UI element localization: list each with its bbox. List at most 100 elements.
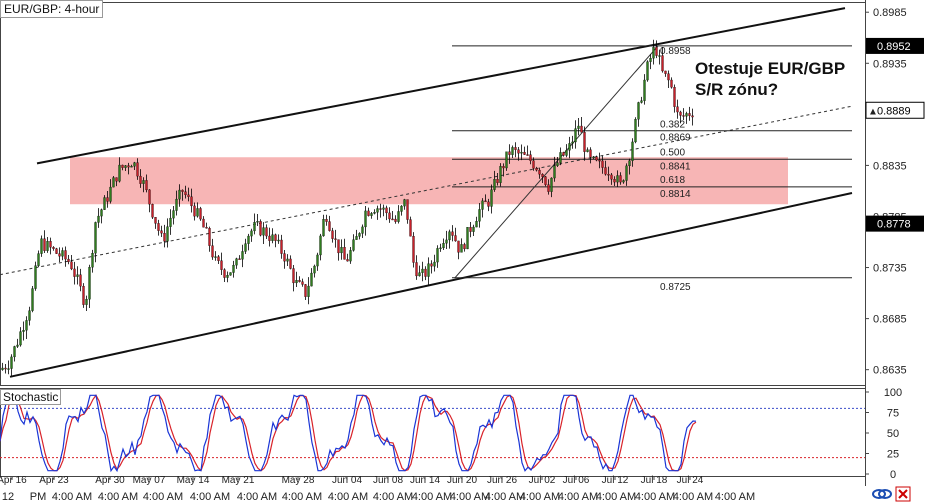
candle-body [466,227,469,250]
candle-body [685,113,688,117]
candle-body [214,256,217,258]
candle-body [583,132,586,152]
date-label-1: Apr 23 [39,475,69,486]
candle-body [592,156,595,159]
candle-body [349,250,352,262]
chart-link-icon [872,489,892,499]
candle-body [460,244,463,253]
candle-body [340,247,343,254]
time-label-7: 4:00 AM [282,491,322,503]
candle-body [523,151,526,155]
candle-body [85,299,88,305]
candle-body [13,346,16,358]
candle-body [457,240,460,253]
candle-body [643,79,646,101]
time-label-0: 12 [2,491,14,503]
candle-body [19,331,22,346]
time-label-12: 4:00 AM [485,491,525,503]
candle-body [655,46,658,56]
candle-body [547,184,550,192]
candle-body [538,169,541,175]
candle-body [217,256,220,261]
date-label-7: Jun 04 [332,475,362,486]
candle-body [121,164,124,168]
candle-body [298,280,301,282]
candle-body [154,217,157,224]
candle-body [265,227,268,237]
candle-body [376,208,379,213]
date-label-9: Jun 14 [410,475,440,486]
candle-body [514,147,517,150]
candle-body [679,111,682,116]
candle-body [262,227,265,236]
candle-body [304,284,307,297]
candle-body [205,227,208,229]
candle-body [94,222,97,254]
candle-body [586,149,589,152]
candle-body [274,234,277,241]
candle-body [223,269,226,278]
candle-body [526,154,529,156]
candle-body [691,115,694,118]
candle-body [328,221,331,231]
candle-body [649,58,652,62]
candle-body [169,217,172,227]
price-tick-label-1: 0.8935 [873,58,907,70]
time-label-8: 4:00 AM [328,491,368,503]
candle-body [433,261,436,267]
candle-body [628,160,631,167]
candle-body [529,154,532,161]
candle-body [445,239,448,244]
candle-body [520,151,523,154]
candle-body [568,143,571,151]
candle-body [673,87,676,107]
chart-title: EUR/GBP: 4-hour [0,0,104,18]
candle-body [406,199,409,220]
candle-body [442,243,445,249]
candle-body [82,285,85,305]
fib-label-1: 0.382 [660,120,685,131]
candle-body [16,344,19,347]
candle-body [124,165,127,168]
annotation-line-2: S/R zónu? [695,80,779,99]
candle-body [166,226,169,242]
candle-body [244,243,247,252]
candle-body [175,198,178,211]
candle-body [625,165,628,181]
candle-body [133,162,136,167]
date-label-0: Apr 16 [0,475,27,486]
candle-body [310,272,313,287]
candle-body [247,235,250,244]
candle-body [292,268,295,284]
candle-body [484,200,487,203]
candle-body [499,166,502,183]
candle-body [601,160,604,168]
candle-body [505,151,508,169]
candle-body [22,330,25,332]
time-label-15: 4:00 AM [596,491,636,503]
candle-body [412,236,415,263]
candle-body [553,165,556,179]
candle-body [37,253,40,266]
candle-body [229,272,232,276]
candle-body [190,196,193,207]
chart-annotation: Otestuje EUR/GBP S/R zónu? [695,58,855,100]
candle-body [118,164,121,182]
close-red-icon [895,486,911,502]
candle-body [487,201,490,207]
candle-body [418,272,421,277]
candle-body [439,247,442,250]
candle-body [142,180,145,184]
candle-body [187,194,190,197]
price-tick-label-5: 0.8735 [873,263,907,275]
candle-body [181,189,184,192]
candle-body [535,168,538,171]
time-label-6: 4:00 AM [237,491,277,503]
date-label-14: Jul 12 [602,475,629,486]
candle-body [469,227,472,232]
candle-body [67,258,70,262]
time-label-16: 4:00 AM [635,491,675,503]
date-label-16: Jul 24 [677,475,704,486]
price-tag-label-1: 0.8889 [877,105,911,117]
candle-body [193,205,196,217]
